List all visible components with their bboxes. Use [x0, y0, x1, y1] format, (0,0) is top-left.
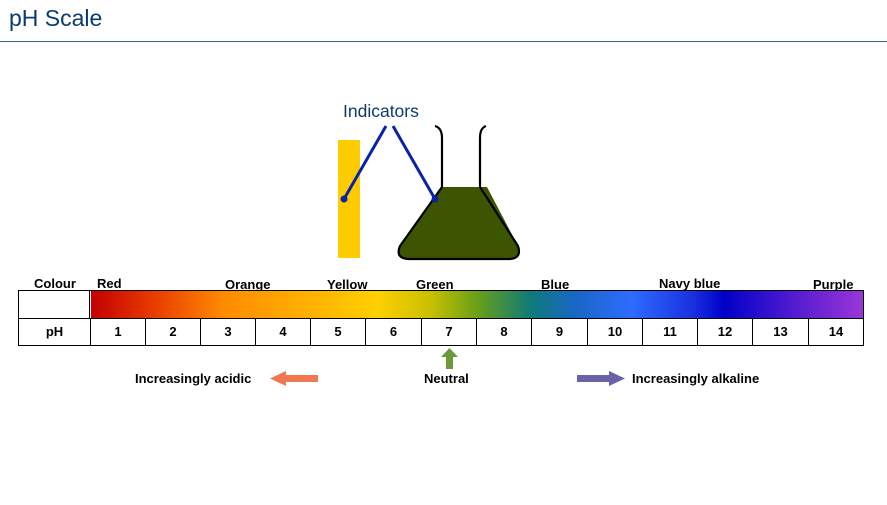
ph-cell-8: 8	[477, 319, 532, 345]
ph-cell-9: 9	[532, 319, 588, 345]
ph-cell-4: 4	[256, 319, 311, 345]
ph-cell-11: 11	[643, 319, 698, 345]
ph-cell-13: 13	[753, 319, 809, 345]
ph-cell-2: 2	[146, 319, 201, 345]
ph-cell-6: 6	[366, 319, 422, 345]
colour-label-yellow: Yellow	[327, 277, 368, 292]
conical-flask	[397, 124, 521, 261]
acidic-label: Increasingly acidic	[135, 371, 252, 386]
ph-cell-14: 14	[828, 324, 844, 339]
alkaline-label: Increasingly alkaline	[632, 371, 760, 386]
colour-label-purple: Purple	[813, 277, 854, 292]
flask-liquid	[398, 187, 519, 259]
ph-header-cell: pH	[19, 319, 91, 345]
colour-label-green: Green	[416, 277, 454, 292]
colour-label-blue: Blue	[541, 277, 570, 292]
colour-row	[19, 291, 863, 319]
colour-gradient-band	[91, 291, 863, 318]
colour-label-orange: Orange	[225, 277, 271, 292]
indicator-dot-flask	[431, 195, 439, 203]
ph-cell-12: 12	[698, 319, 753, 345]
ph-cell-10: 10	[588, 319, 643, 345]
ph-table: pH 1 2 3 4 5 6 7 8 9 10 11 12 13 14	[18, 290, 864, 346]
colour-row-header-cell	[19, 291, 90, 318]
acidic-arrow	[270, 371, 318, 386]
ph-cell-7: 7	[422, 319, 477, 345]
indicators-label: Indicators	[343, 101, 419, 121]
page-title: pH Scale	[9, 5, 103, 31]
alkaline-arrow	[577, 371, 625, 386]
ph-cell-5: 5	[311, 319, 366, 345]
colour-label-navy-blue: Navy blue	[659, 276, 721, 291]
indicator-line-strip	[342, 125, 388, 200]
colour-label-red: Red	[97, 276, 122, 291]
ph-cell-1: 1	[91, 319, 146, 345]
indicator-dot-strip	[340, 195, 348, 203]
neutral-arrow	[441, 348, 458, 369]
neutral-label: Neutral	[424, 371, 469, 386]
ph-cell-3: 3	[201, 319, 256, 345]
title-divider	[0, 41, 887, 42]
ph-row: pH 1 2 3 4 5 6 7 8 9 10 11 12 13 14	[19, 319, 863, 345]
indicator-paper-strip	[338, 140, 360, 258]
indicator-line-flask	[391, 125, 437, 200]
colour-header: Colour	[34, 276, 76, 291]
